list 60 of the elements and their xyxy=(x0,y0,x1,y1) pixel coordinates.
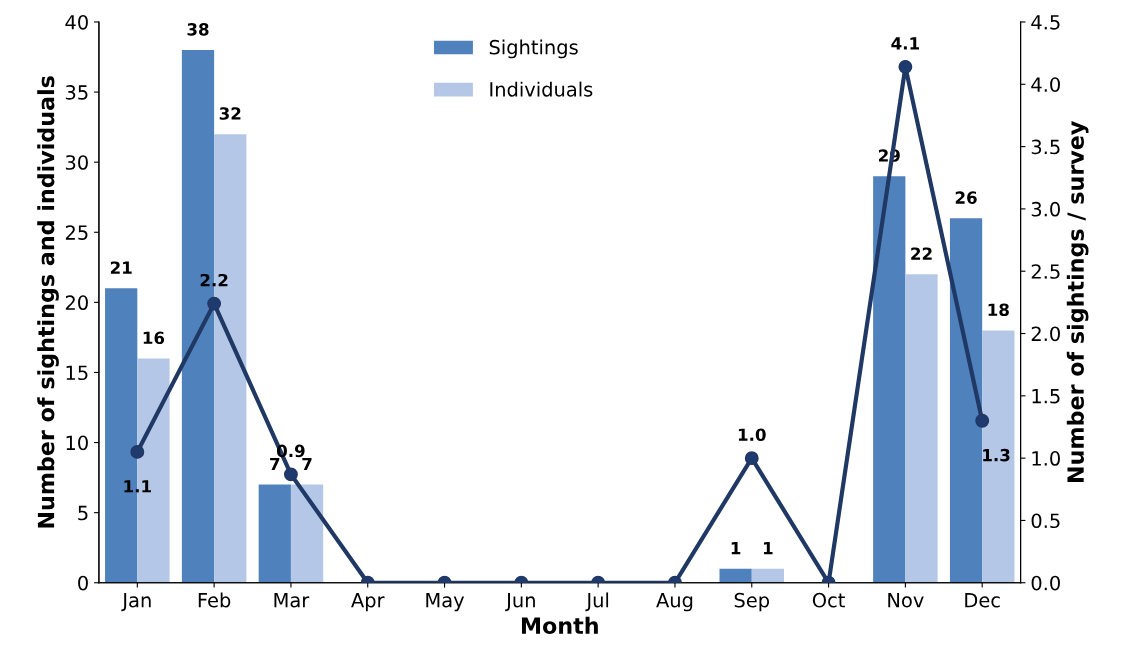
y-tick-label: 35 xyxy=(65,85,88,100)
y-tick-label: 40 xyxy=(65,14,88,30)
data-label: 1 xyxy=(763,542,773,555)
x-tick-label: May xyxy=(426,593,465,612)
x-tick-label: Jul xyxy=(585,592,609,612)
y2-tick-label: 1.5 xyxy=(1032,389,1060,404)
bar xyxy=(949,218,983,583)
y2-tick-label: 4.5 xyxy=(1031,15,1060,30)
x-tick-label: Nov xyxy=(888,593,924,608)
x-tick-label: Jan xyxy=(121,593,151,612)
x-tick-label: Sep xyxy=(734,592,770,612)
x-tick-label: Dec xyxy=(965,593,1000,608)
data-label: 1.1 xyxy=(124,480,151,493)
y-tick-label: 15 xyxy=(66,365,88,381)
x-axis-title: Month xyxy=(521,616,598,635)
data-label: 22 xyxy=(911,247,932,260)
y-axis-title: Number of sightings and individuals xyxy=(37,76,59,528)
x-tick-label: Feb xyxy=(198,592,231,608)
data-label: 7 xyxy=(302,457,312,471)
bar xyxy=(982,330,1015,583)
y-tick-label: 30 xyxy=(65,155,88,170)
y2-tick-label: 1.0 xyxy=(1032,451,1060,466)
data-label: 38 xyxy=(187,23,209,36)
data-label: 16 xyxy=(143,331,165,345)
x-tick-label: Aug xyxy=(656,593,693,612)
bar xyxy=(751,568,785,583)
bar xyxy=(873,176,906,583)
data-label: 1.3 xyxy=(983,448,1010,462)
x-tick-label: Jun xyxy=(505,593,535,612)
data-label: 2.2 xyxy=(200,273,228,287)
x-tick-label: Mar xyxy=(274,593,310,608)
data-label: 26 xyxy=(955,191,977,204)
legend-label: Sightings xyxy=(489,39,578,59)
data-label: 1.0 xyxy=(738,428,766,442)
y2-tick-label: 3.0 xyxy=(1031,201,1060,217)
data-label: 7 xyxy=(270,457,280,471)
bar xyxy=(719,568,752,583)
y2-axis-title: Number of sightings / survey xyxy=(1066,121,1089,482)
y2-tick-label: 0.0 xyxy=(1031,575,1060,591)
y2-tick-label: 0.5 xyxy=(1031,513,1060,529)
y2-tick-label: 3.5 xyxy=(1031,139,1060,155)
legend-label: Individuals xyxy=(490,81,593,97)
x-tick-label: Oct xyxy=(812,592,845,608)
data-label: 4.1 xyxy=(891,37,919,50)
y-tick-label: 5 xyxy=(78,505,88,521)
y2-tick-label: 2.0 xyxy=(1031,326,1060,342)
data-label: 21 xyxy=(110,261,132,274)
data-label: 1 xyxy=(731,542,741,555)
x-tick-label: Apr xyxy=(351,593,385,612)
y2-tick-label: 4.0 xyxy=(1031,77,1060,92)
bar xyxy=(905,274,938,583)
y-tick-label: 25 xyxy=(65,225,88,240)
bar xyxy=(290,484,324,583)
y-tick-label: 0 xyxy=(78,575,88,591)
data-label: 18 xyxy=(988,303,1009,317)
y-tick-label: 10 xyxy=(66,435,88,451)
data-label: 32 xyxy=(219,107,241,120)
bar xyxy=(258,484,291,583)
y2-tick-label: 2.5 xyxy=(1031,264,1060,279)
y-tick-label: 20 xyxy=(65,295,88,311)
